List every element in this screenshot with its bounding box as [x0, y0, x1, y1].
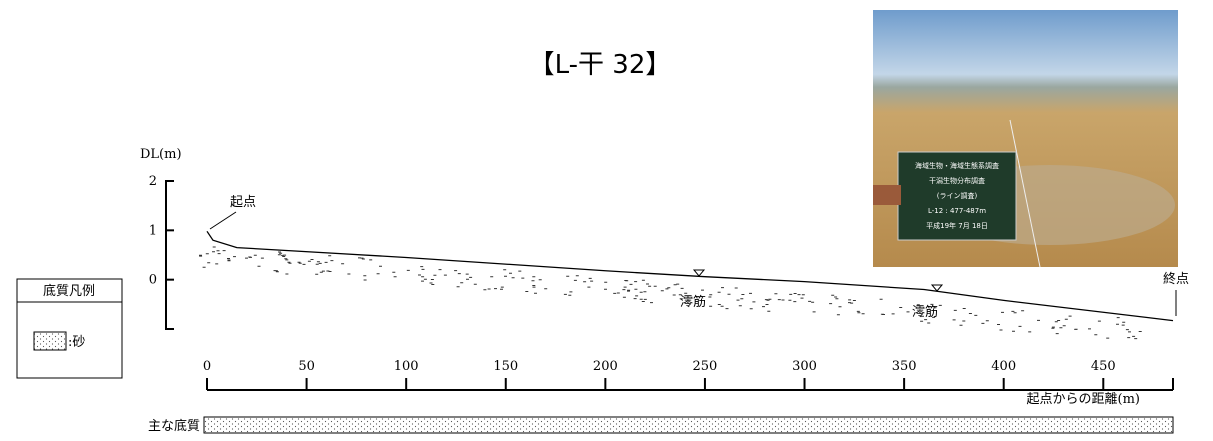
sand-texture: [199, 246, 1142, 340]
end-label: 終点: [1163, 271, 1189, 287]
x-tick-label: 50: [298, 359, 315, 374]
legend-swatch: [33, 331, 67, 351]
y-tick-label: 2: [149, 174, 157, 189]
sign-text: L-12 : 477-487m: [928, 207, 986, 215]
channel-label: 澪筋: [680, 294, 706, 310]
channel-label: 澪筋: [912, 304, 938, 320]
x-tick-label: 400: [991, 359, 1016, 374]
legend-item: :砂: [68, 335, 85, 350]
x-tick-label: 350: [892, 359, 917, 374]
sign-text: 干潟生物分布調査: [929, 176, 985, 185]
x-tick-label: 150: [493, 359, 518, 374]
sign-text: 平成19年 7月 18日: [926, 221, 988, 230]
substrate-label: 主な底質: [148, 418, 200, 434]
x-tick-label: 0: [203, 359, 211, 374]
legend-title: 底質凡例: [43, 283, 95, 299]
substrate-bar: [203, 416, 1174, 434]
start-arrow: [209, 211, 237, 230]
x-tick-label: 450: [1091, 359, 1116, 374]
x-tick-label: 200: [593, 359, 618, 374]
y-tick-label: 0: [149, 273, 157, 288]
x-axis-label: 起点からの距離(m): [1027, 392, 1140, 407]
water-level-marker: [692, 269, 944, 292]
sign-text: 海域生物・海域生態系調査: [915, 161, 999, 170]
y-tick-label: 1: [149, 223, 157, 238]
profile-line: [206, 230, 1174, 322]
y-axis-label: DL(m): [140, 147, 182, 162]
x-tick-label: 300: [792, 359, 817, 374]
x-tick-label: 100: [394, 359, 419, 374]
y-axis: [165, 180, 174, 330]
x-tick-label: 250: [693, 359, 718, 374]
legend-box: [16, 278, 123, 379]
sign-text: (ライン調査): [937, 191, 978, 200]
start-label: 起点: [230, 195, 256, 210]
chart-title: 【L-干 32】: [529, 50, 672, 80]
